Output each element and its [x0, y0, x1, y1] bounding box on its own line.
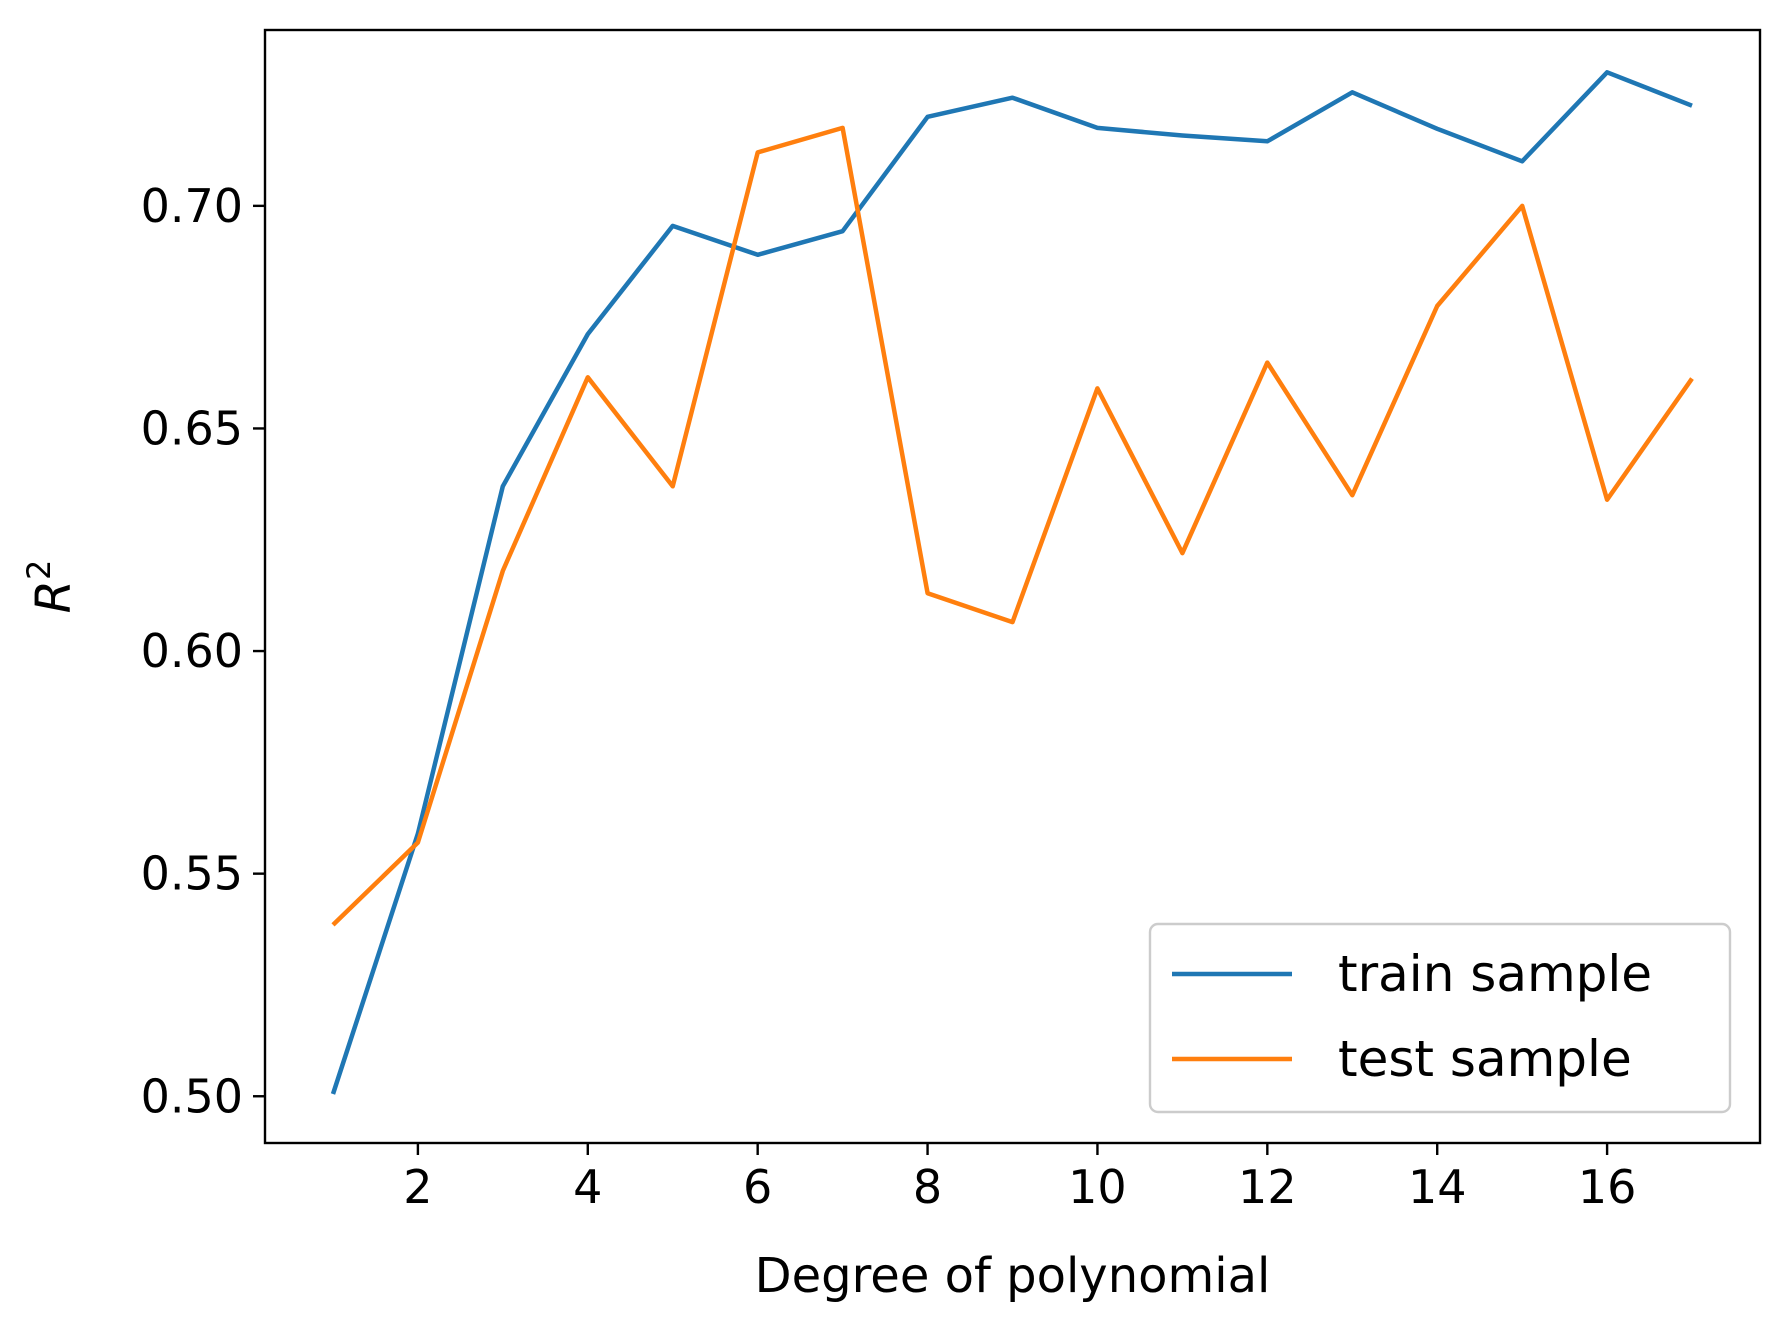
- series-layer: [330, 70, 1694, 1095]
- x-tick-label: 14: [1408, 1160, 1467, 1214]
- y-tick-label: 0.50: [141, 1069, 243, 1123]
- y-axis-label: R2: [20, 560, 82, 614]
- x-axis-label: Degree of polynomial: [755, 1248, 1271, 1304]
- y-tick-label: 0.70: [141, 179, 243, 233]
- x-tick-label: 8: [913, 1160, 942, 1214]
- legend-label-2: test sample: [1338, 1030, 1632, 1088]
- x-tick-label: 16: [1578, 1160, 1637, 1214]
- x-tick-label: 2: [403, 1160, 432, 1214]
- x-tick-label: 6: [743, 1160, 772, 1214]
- legend-label-1: train sample: [1338, 945, 1652, 1003]
- x-tick-label: 10: [1068, 1160, 1127, 1214]
- y-axis: 0.50 0.55 0.60 0.65 0.70: [141, 179, 265, 1123]
- legend-box: [1148, 922, 1732, 1114]
- legend: train sample test sample: [1148, 922, 1732, 1114]
- plot-frame: [263, 28, 1762, 1145]
- y-tick-label: 0.60: [141, 624, 243, 678]
- x-axis: 2 4 6 8 10 12 14 16: [403, 1143, 1636, 1214]
- x-tick-label: 4: [573, 1160, 602, 1214]
- series-line-1: [330, 70, 1693, 1095]
- y-tick-label: 0.55: [141, 847, 243, 901]
- y-axis-label-superscript: 2: [20, 560, 58, 580]
- series-line-2: [331, 125, 1694, 927]
- x-tick-label: 12: [1238, 1160, 1297, 1214]
- y-axis-label-base: R: [26, 580, 82, 613]
- y-tick-label: 0.65: [141, 401, 243, 455]
